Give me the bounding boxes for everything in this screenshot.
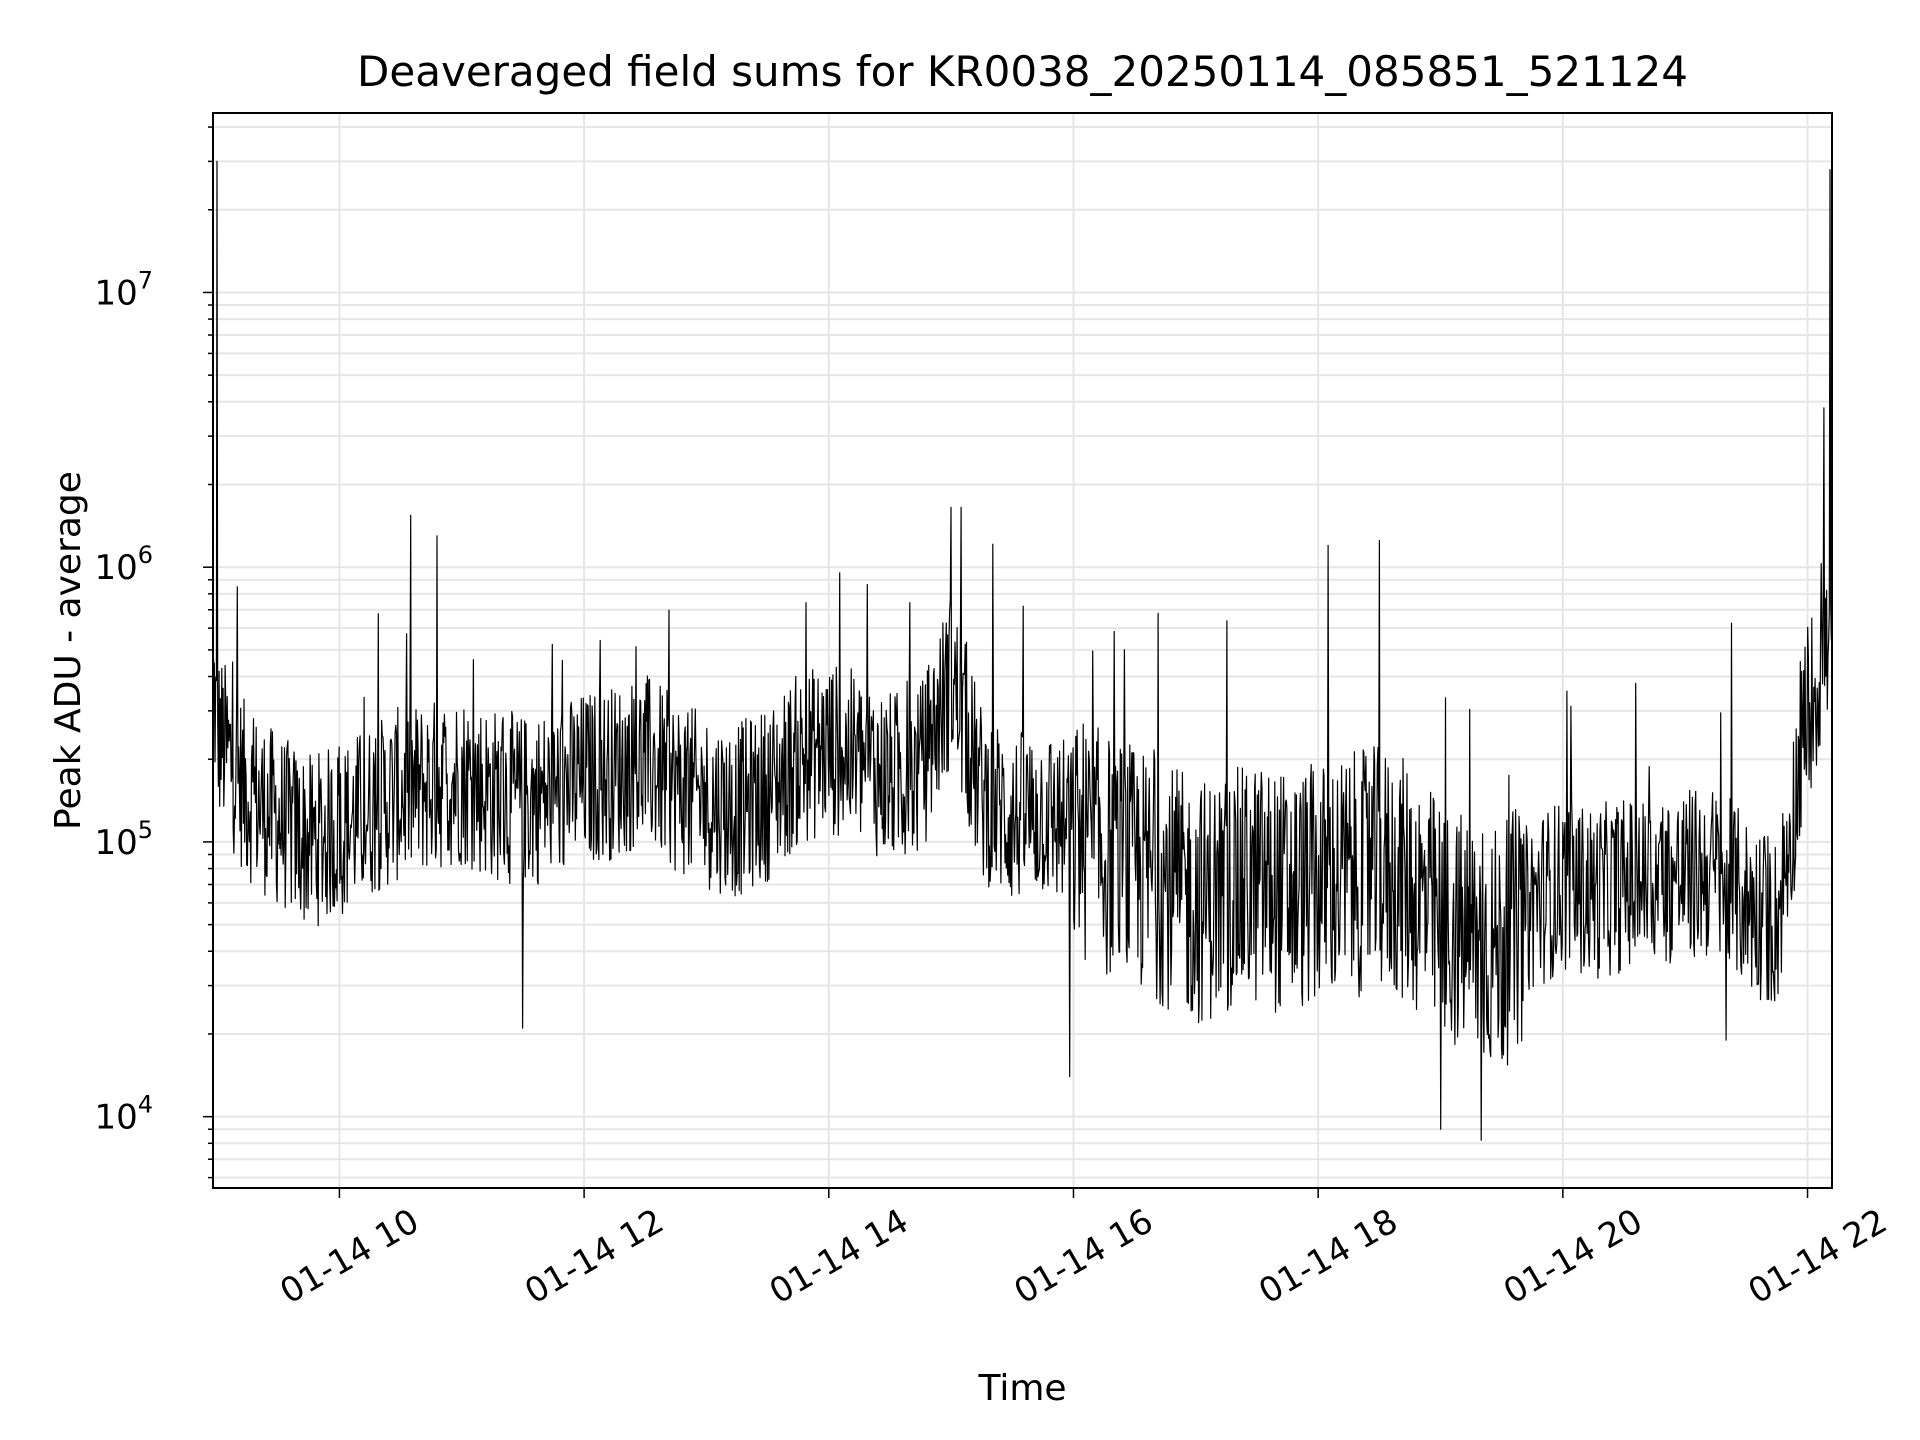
x-axis: 01-14 10 01-14 12 01-14 14 01-14 16 01-14 18… (274, 1188, 1894, 1312)
y-axis: 104 105 106 107 (94, 126, 213, 1179)
y-tick-label: 107 (94, 266, 153, 313)
series-line (212, 160, 1833, 1141)
x-axis-label: Time (977, 1368, 1066, 1409)
x-tick-label: 01-14 16 (1008, 1201, 1160, 1312)
x-tick-label: 01-14 12 (518, 1201, 670, 1312)
series-group (212, 160, 1833, 1141)
x-tick-label: 01-14 14 (763, 1201, 915, 1312)
x-tick-label: 01-14 18 (1252, 1201, 1404, 1312)
x-tick-label: 01-14 22 (1742, 1201, 1894, 1312)
x-tick-label: 01-14 10 (274, 1201, 426, 1312)
y-tick-label: 104 (94, 1091, 153, 1138)
y-tick-label: 106 (94, 541, 153, 588)
y-axis-label: Peak ADU - average (48, 471, 89, 830)
x-tick-label: 01-14 20 (1497, 1201, 1649, 1312)
chart-title: Deaveraged field sums for KR0038_2025011… (357, 47, 1688, 96)
y-tick-label: 105 (94, 816, 153, 863)
